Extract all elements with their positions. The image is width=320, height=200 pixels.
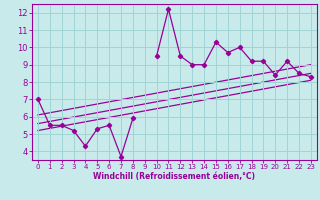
X-axis label: Windchill (Refroidissement éolien,°C): Windchill (Refroidissement éolien,°C) (93, 172, 255, 181)
